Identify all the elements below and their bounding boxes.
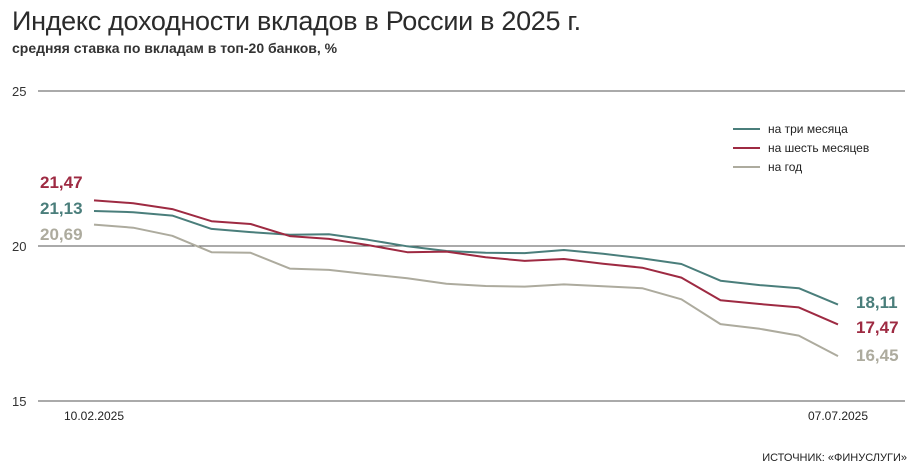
series-line-1 bbox=[93, 199, 839, 326]
legend-label: на шесть месяцев bbox=[768, 141, 869, 155]
series-end-label: 18,11 bbox=[856, 293, 898, 312]
y-tick-label: 20 bbox=[12, 239, 26, 254]
series-start-label: 21,13 bbox=[40, 199, 83, 218]
series-line-2 bbox=[93, 223, 839, 357]
series-start-label: 21,47 bbox=[40, 173, 83, 192]
series-lines bbox=[93, 199, 839, 357]
series-end-label: 17,47 bbox=[856, 318, 899, 337]
chart-title: Индекс доходности вкладов в России в 202… bbox=[12, 6, 581, 36]
series-line-0 bbox=[93, 210, 839, 306]
legend-item: на шесть месяцев bbox=[733, 141, 869, 155]
y-tick-label: 25 bbox=[12, 84, 26, 99]
series-value-labels: 21,13 18,11 21,47 17,47 20,69 16,45 bbox=[40, 173, 899, 365]
x-tick-start: 10.02.2025 bbox=[64, 409, 124, 423]
legend-label: на год bbox=[768, 160, 802, 174]
series-start-label: 20,69 bbox=[40, 225, 83, 244]
legend-label: на три месяца bbox=[768, 122, 848, 136]
legend-item: на год bbox=[733, 160, 802, 174]
series-end-label: 16,45 bbox=[856, 346, 899, 365]
x-axis-ticks: 10.02.2025 07.07.2025 bbox=[64, 409, 868, 423]
source-note: ИСТОЧНИК: «ФИНУСЛУГИ» bbox=[762, 452, 907, 464]
y-tick-label: 15 bbox=[12, 394, 26, 409]
chart-subtitle: средняя ставка по вкладам в топ-20 банко… bbox=[12, 40, 338, 56]
legend: на три месяца на шесть месяцев на год bbox=[733, 122, 869, 174]
legend-item: на три месяца bbox=[733, 122, 848, 136]
y-axis-ticks: 25 20 15 bbox=[12, 84, 26, 409]
x-tick-end: 07.07.2025 bbox=[808, 409, 868, 423]
gridlines bbox=[38, 90, 905, 402]
